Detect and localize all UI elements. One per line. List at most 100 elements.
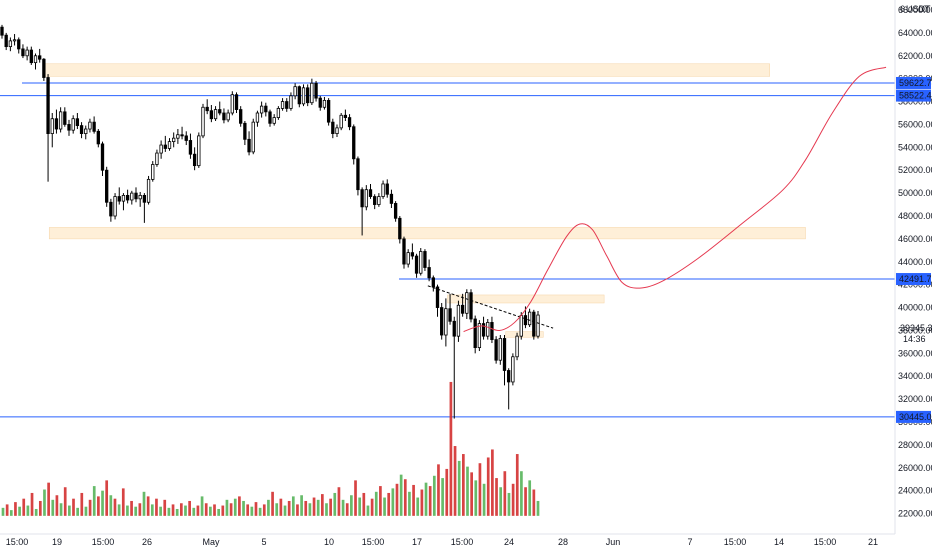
candle-body — [142, 194, 147, 203]
volume-bar-47 — [196, 505, 200, 516]
candle-body — [251, 121, 255, 153]
volume-bars — [1, 381, 540, 516]
candle-104 — [435, 284, 440, 317]
volume-bar-33 — [138, 503, 142, 516]
candle-80 — [335, 124, 339, 138]
level-label-bg-3 — [896, 410, 931, 423]
candle-body — [373, 196, 377, 205]
y-tick-2: 62000.00 — [898, 51, 932, 61]
volume-bar-1 — [5, 504, 9, 516]
volume-bar-67 — [279, 498, 283, 516]
candle-body — [285, 101, 289, 109]
time-axis-panel[interactable] — [0, 534, 895, 550]
volume-bar-82 — [341, 499, 345, 516]
candle-29 — [121, 193, 126, 211]
x-tick-2: 15:00 — [92, 537, 115, 547]
volume-bar-81 — [337, 487, 341, 516]
volume-bar-3 — [14, 502, 17, 516]
candle-body — [121, 194, 126, 202]
candle-121 — [507, 368, 511, 410]
volume-bar-35 — [146, 496, 150, 516]
drawings[interactable] — [427, 66, 887, 333]
candle-111 — [465, 289, 469, 319]
candle-body — [12, 39, 17, 42]
x-tick-6: 10 — [324, 537, 334, 547]
candle-body — [301, 87, 306, 105]
candle-46 — [192, 147, 197, 171]
candle-67 — [280, 98, 285, 111]
candle-body — [494, 339, 498, 361]
candle-5 — [21, 44, 25, 59]
volume-bar-2 — [9, 510, 13, 516]
volume-bar-58 — [242, 500, 245, 516]
x-tick-13: 7 — [687, 537, 692, 547]
candle-body — [347, 117, 352, 128]
price-axis-panel[interactable] — [895, 0, 932, 534]
x-tick-12: Jun — [606, 537, 621, 547]
volume-bar-26 — [109, 495, 113, 516]
candle-body — [393, 203, 398, 219]
candle-body — [92, 121, 96, 132]
candle-body — [0, 26, 4, 36]
candle-body — [146, 178, 151, 203]
volume-bar-53 — [221, 505, 225, 516]
y-tick-6: 54000.00 — [898, 142, 932, 152]
candle-body — [4, 34, 8, 48]
candle-43 — [180, 126, 184, 140]
candle-body — [477, 323, 482, 349]
volume-bar-65 — [271, 491, 274, 516]
volume-bar-8 — [34, 508, 38, 516]
candle-115 — [481, 316, 486, 340]
candle-75 — [314, 80, 318, 102]
volume-bar-105 — [437, 464, 440, 516]
volume-bar-38 — [159, 506, 162, 516]
candle-body — [234, 94, 239, 110]
candle-body — [444, 308, 448, 336]
candle-92 — [385, 179, 389, 198]
volume-bar-66 — [275, 503, 279, 516]
volume-bar-89 — [370, 498, 374, 516]
candle-body — [289, 95, 293, 109]
volume-bar-127 — [528, 480, 532, 516]
volume-bar-25 — [105, 480, 109, 516]
candle-body — [515, 335, 519, 358]
candle-body — [536, 314, 540, 337]
candle-51 — [213, 106, 218, 122]
candle-body — [310, 82, 314, 104]
candle-body — [523, 315, 528, 326]
candle-102 — [427, 259, 431, 282]
candle-59 — [247, 131, 251, 156]
volume-bar-42 — [175, 508, 179, 516]
last-price-marker: 39345.36 14:36 — [900, 323, 932, 344]
candle-62 — [259, 101, 264, 118]
level-label-0: 59622.78 — [899, 78, 932, 88]
candle-body — [381, 183, 385, 197]
volume-bar-16 — [68, 505, 71, 516]
candle-109 — [456, 300, 461, 342]
volume-bar-77 — [320, 494, 324, 516]
horizontal-levels[interactable] — [0, 82, 895, 418]
level-label-1: 58522.44 — [899, 91, 932, 101]
volume-bar-18 — [76, 507, 79, 516]
volume-bar-12 — [51, 499, 55, 516]
candle-body — [130, 192, 134, 201]
candle-85 — [356, 156, 360, 196]
level-label-bg-0 — [896, 76, 931, 89]
candle-body — [427, 267, 431, 279]
candle-body — [176, 134, 180, 139]
candle-body — [63, 111, 67, 125]
volume-bar-64 — [267, 499, 270, 516]
volume-bar-10 — [43, 489, 46, 516]
candle-48 — [201, 103, 205, 139]
price-axis-prefix: 6 — [900, 4, 905, 14]
candle-body — [109, 201, 113, 217]
volume-bar-17 — [72, 498, 75, 516]
candle-body — [410, 252, 415, 257]
y-tick-8: 50000.00 — [898, 188, 932, 198]
volume-bar-13 — [55, 495, 59, 516]
price-axis-labels: 66000.0064000.0062000.0060000.0058000.00… — [898, 5, 932, 519]
bar-countdown: 14:36 — [903, 334, 926, 344]
candle-78 — [326, 98, 331, 126]
candle-87 — [364, 185, 368, 211]
